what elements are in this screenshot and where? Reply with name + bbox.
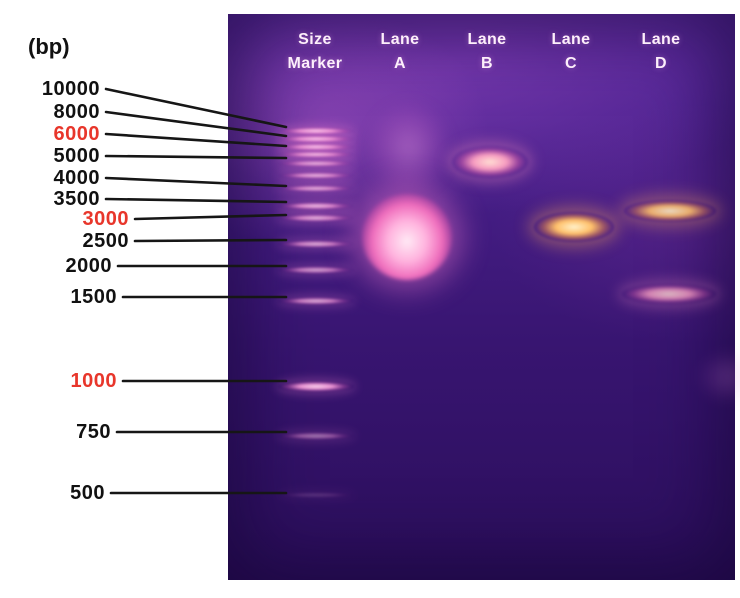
marker-scale-label-2000: 2000 (65, 255, 112, 277)
marker-ladder-band-4 (278, 151, 354, 158)
marker-ladder-band-12 (278, 297, 354, 305)
marker-scale-label-500: 500 (70, 482, 105, 504)
marker-ladder-band-15 (278, 492, 354, 498)
marker-scale-label-5000: 5000 (53, 145, 100, 167)
marker-ladder-band-13 (278, 381, 354, 392)
marker-scale-label-750: 750 (76, 421, 111, 443)
lane-header-c: Lane C (551, 31, 591, 72)
lane-header-a: Lane A (380, 31, 420, 72)
lane-header-d: Lane D (641, 31, 681, 72)
marker-scale-label-6000: 6000 (53, 123, 100, 145)
lane-b-band (452, 146, 528, 178)
marker-scale-label-1000: 1000 (70, 370, 117, 392)
marker-ladder-band-5 (278, 160, 354, 167)
marker-scale-label-8000: 8000 (53, 101, 100, 123)
marker-ladder-band-10 (278, 240, 354, 248)
lane-d-edge-smear (696, 350, 740, 404)
marker-scale-label-1500: 1500 (70, 286, 117, 308)
marker-ladder-band-8 (278, 202, 354, 210)
lane-d-band-upper (624, 200, 716, 222)
lane-d-band-lower (622, 284, 716, 304)
lane-header-marker: Size Marker (287, 31, 343, 72)
lane-a-upper-smear (366, 100, 452, 196)
marker-scale-label-4000: 4000 (53, 167, 100, 189)
lane-a-band (362, 194, 452, 280)
lane-header-b: Lane B (467, 31, 507, 72)
marker-ladder-band-6 (278, 172, 354, 179)
bp-unit-label: (bp) (28, 34, 70, 59)
marker-ladder-band-2 (278, 135, 354, 143)
marker-ladder-band-7 (278, 185, 354, 192)
marker-ladder-band-1 (278, 127, 354, 135)
marker-scale-label-3000: 3000 (82, 208, 129, 230)
gel-image: Size Marker Lane A Lane B Lane C Lane D (228, 14, 740, 580)
marker-ladder-band-11 (278, 266, 354, 274)
marker-scale-label-2500: 2500 (82, 230, 129, 252)
marker-scale-label-10000: 10000 (41, 78, 100, 100)
marker-ladder-band-9 (278, 214, 354, 222)
marker-scale-label-3500: 3500 (53, 188, 100, 210)
marker-ladder-band-14 (278, 432, 354, 440)
marker-ladder-band-3 (278, 143, 354, 151)
lane-c-band (534, 212, 614, 242)
